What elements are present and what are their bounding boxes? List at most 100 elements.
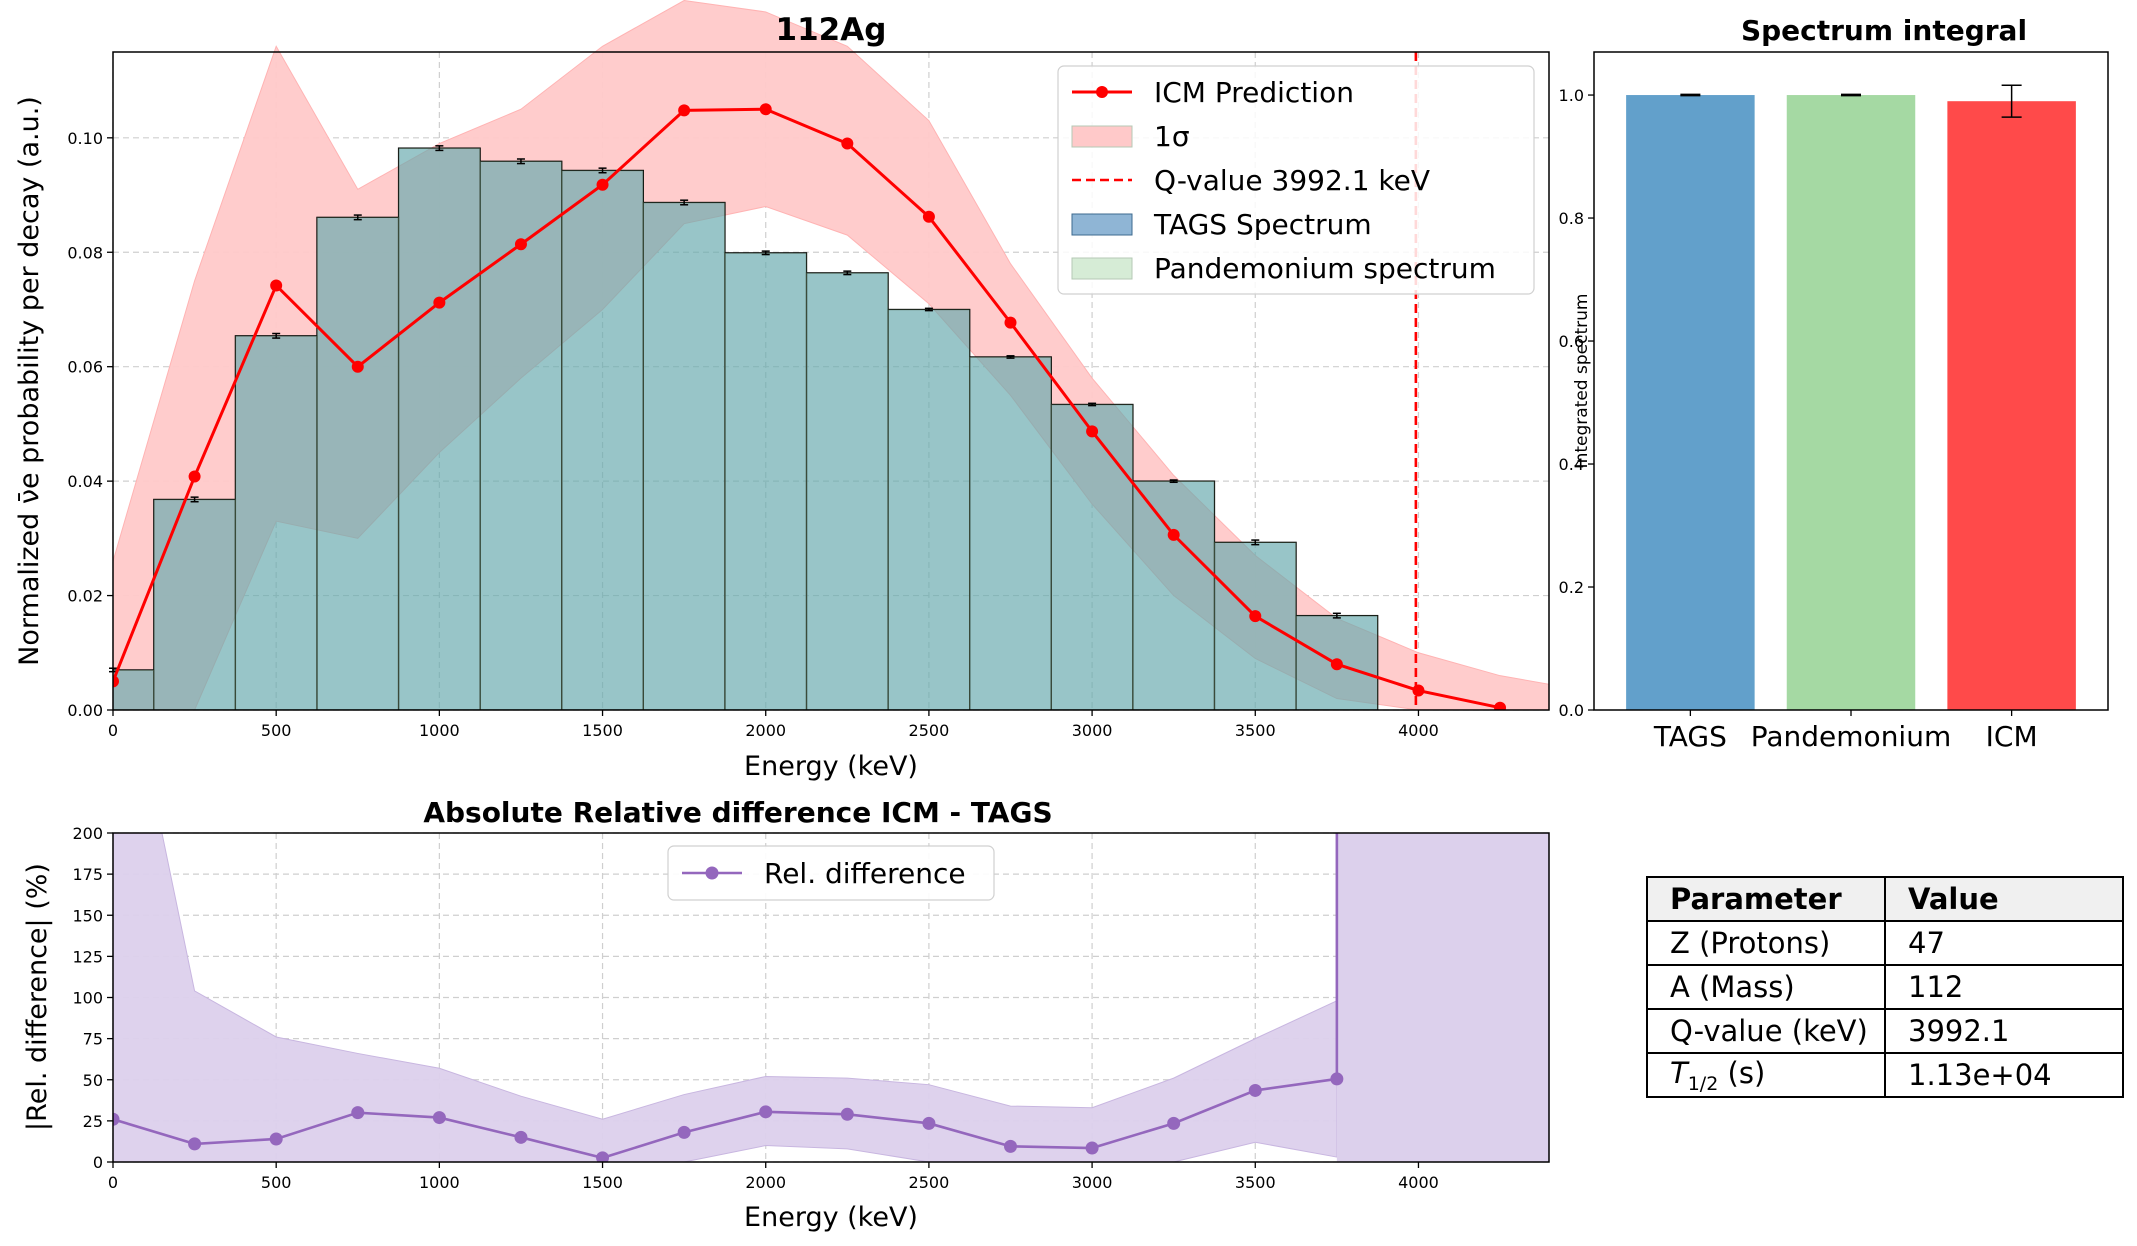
- icm-point: [113, 675, 119, 688]
- rel-line: [113, 833, 1344, 1162]
- legend-label: Rel. difference: [764, 857, 966, 890]
- icm-point: [922, 210, 935, 223]
- y-tick-label: 50: [83, 1071, 103, 1090]
- rel-point: [1248, 1083, 1262, 1097]
- icm-point: [1249, 610, 1262, 623]
- legend-label: 1σ: [1154, 120, 1190, 153]
- main-axes-frame: [112, 51, 1550, 711]
- y-tick-label: 0.0: [1559, 701, 1584, 720]
- tags-bar: [397, 147, 481, 710]
- pandemonium-bar: [1051, 404, 1133, 710]
- y-tick-label: 0.04: [67, 472, 103, 491]
- table-row: A (Mass) 112: [1646, 964, 2124, 1010]
- integral-ticks: TAGS Pandemonium ICM 0.0 0.2 0.4 0.6 0.8 1.0: [1559, 86, 2038, 753]
- tags-bar: [805, 272, 889, 710]
- y-tick-label: 0.00: [67, 701, 103, 720]
- y-tick-label: 125: [72, 947, 103, 966]
- rel-point: [922, 1116, 936, 1130]
- y-tick-label: 175: [72, 865, 103, 884]
- x-tick-label: 3000: [1072, 721, 1113, 740]
- y-tick-label: 0.2: [1559, 578, 1584, 597]
- x-tick-label: 2000: [745, 1173, 786, 1192]
- pandemonium-bar: [398, 148, 481, 710]
- y-tick-label: 0.4: [1559, 455, 1584, 474]
- x-tick-label: 4000: [1398, 721, 1439, 740]
- rel-point: [514, 1130, 528, 1144]
- legend-swatch-patch: [1071, 257, 1133, 280]
- y-tick-label: 0.06: [67, 358, 103, 377]
- y-tick-label: 0.10: [67, 129, 103, 148]
- table-row: T1/2 (s) 1.13e+04: [1646, 1052, 2124, 1098]
- icm-point: [1086, 425, 1099, 438]
- rel-y-label: |Rel. difference| (%): [22, 863, 53, 1131]
- legend-swatch-patch: [1071, 125, 1133, 148]
- x-tick-label: 4000: [1398, 1173, 1439, 1192]
- x-tick-label: 0: [108, 721, 118, 740]
- tags-bar: [316, 216, 400, 710]
- pandemonium-bar: [806, 272, 889, 710]
- integral-y-label: Integrated spectrum: [1572, 294, 1592, 469]
- rel-point: [1085, 1141, 1099, 1155]
- x-tick-label: 2500: [909, 1173, 950, 1192]
- tags-error-bars: [109, 145, 1341, 673]
- tags-bar: [724, 252, 808, 710]
- rel-point: [1330, 1072, 1344, 1086]
- icm-point: [188, 470, 201, 483]
- main-title: 112Ag: [776, 12, 887, 48]
- tags-bar: [642, 201, 726, 710]
- table-cell-param: A (Mass): [1646, 964, 1886, 1010]
- spectrum-integral-chart: TAGS Pandemonium ICM 0.0 0.2 0.4 0.6 0.8 1.0 Spe…: [1559, 14, 2109, 753]
- icm-point: [1494, 701, 1507, 710]
- icm-point: [841, 137, 854, 150]
- x-tick-label: 2000: [745, 721, 786, 740]
- table-row: Z (Protons) 47: [1646, 920, 2124, 966]
- rel-point: [113, 1112, 120, 1126]
- rel-band: [113, 833, 1549, 1162]
- main-y-label: Normalized ν̄e probability per decay (a.…: [14, 96, 45, 666]
- y-tick-label: 0.08: [67, 243, 103, 262]
- pandemonium-bar: [113, 669, 154, 710]
- pandemonium-bar: [724, 252, 807, 710]
- pandemonium-bar: [643, 202, 725, 710]
- pandemonium-bar: [561, 170, 644, 710]
- legend-box: [667, 845, 995, 901]
- tags-bar: [153, 498, 237, 710]
- rel-point: [677, 1125, 691, 1139]
- rel-x-label: Energy (keV): [744, 1202, 918, 1233]
- integral-bars: [1626, 84, 2076, 710]
- rel-point: [1167, 1116, 1181, 1130]
- x-tick-label: 3500: [1235, 721, 1276, 740]
- pandemonium-bar: [316, 217, 399, 710]
- legend-label: ICM Prediction: [1154, 76, 1354, 109]
- legend-box: [1057, 65, 1535, 295]
- legend-swatch-marker: [705, 866, 719, 880]
- pandemonium-bar: [1132, 481, 1215, 710]
- x-tick-label: 1500: [582, 721, 623, 740]
- table-header-row: Parameter Value: [1646, 876, 2124, 922]
- x-tick-label: 3500: [1235, 1173, 1276, 1192]
- rel-band-right: [1336, 833, 1549, 1162]
- legend-label: TAGS Spectrum: [1153, 208, 1372, 241]
- rel-point: [188, 1137, 202, 1151]
- rel-point: [432, 1111, 446, 1125]
- x-tick-label: 0: [108, 1173, 118, 1192]
- main-spectrum-chart: 0 500 1000 1500 2000 2500 3000 3500 4000 0.00 0.02…: [14, 0, 1550, 782]
- integral-title: Spectrum integral: [1741, 14, 2027, 47]
- pandemonium-bar: [1214, 542, 1297, 710]
- category-label: Pandemonium: [1751, 720, 1951, 753]
- integral-bar: [1947, 101, 2076, 710]
- icm-point: [351, 360, 364, 373]
- icm-line: [113, 107, 1501, 710]
- tags-bar: [1050, 403, 1134, 710]
- tags-bar: [479, 160, 563, 710]
- half-life-subscript: 1/2: [1687, 1072, 1719, 1095]
- y-tick-label: 0: [93, 1153, 103, 1172]
- tags-bar: [969, 356, 1052, 710]
- integral-bar: [1786, 95, 1916, 710]
- y-tick-label: 0.8: [1559, 209, 1584, 228]
- y-tick-label: 0.6: [1559, 332, 1584, 351]
- tags-bar: [1213, 541, 1297, 710]
- table-cell-value: 3992.1: [1884, 1008, 2124, 1054]
- legend-label: Q-value 3992.1 keV: [1154, 164, 1430, 197]
